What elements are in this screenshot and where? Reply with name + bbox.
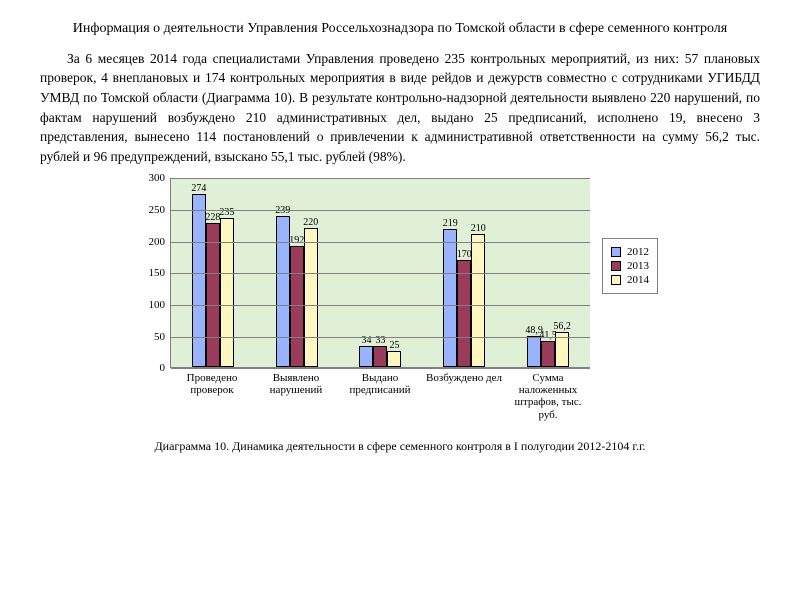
ytick-label: 200 xyxy=(149,236,172,248)
ytick-label: 150 xyxy=(149,267,172,279)
bar: 170 xyxy=(457,260,471,368)
bar-value-label: 210 xyxy=(471,223,486,235)
bar: 220 xyxy=(304,228,318,367)
gridline xyxy=(171,273,590,274)
xtick-label: Выдано предписаний xyxy=(338,372,422,420)
bar: 228 xyxy=(206,223,220,367)
gridline xyxy=(171,210,590,211)
body-paragraph: За 6 месяцев 2014 года специалистами Упр… xyxy=(40,49,760,166)
bar: 239 xyxy=(276,216,290,367)
legend-swatch xyxy=(611,247,621,257)
chart-legend: 2012 2013 2014 xyxy=(602,238,658,294)
bar-value-label: 170 xyxy=(457,249,472,261)
xtick-label: Проведено проверок xyxy=(170,372,254,420)
ytick-label: 300 xyxy=(149,172,172,184)
gridline xyxy=(171,305,590,306)
gridline xyxy=(171,178,590,179)
chart-xlabels: Проведено проверокВыявлено нарушенийВыда… xyxy=(170,372,590,420)
gridline xyxy=(171,368,590,369)
legend-label: 2014 xyxy=(627,274,649,286)
bar-value-label: 228 xyxy=(205,212,220,224)
ytick-label: 50 xyxy=(154,331,171,343)
bar-value-label: 56,2 xyxy=(553,321,571,333)
legend-item: 2013 xyxy=(611,259,649,273)
bar: 219 xyxy=(443,229,457,368)
gridline xyxy=(171,337,590,338)
bar-value-label: 274 xyxy=(191,183,206,195)
page: Информация о деятельности Управления Рос… xyxy=(0,0,800,464)
chart-area: 27422823523919222034332521917021048,941,… xyxy=(142,178,590,420)
bar-value-label: 219 xyxy=(443,218,458,230)
bar: 34 xyxy=(359,346,373,368)
bar: 25 xyxy=(387,351,401,367)
bar: 274 xyxy=(192,194,206,368)
xtick-label: Выявлено нарушений xyxy=(254,372,338,420)
xtick-label: Сумма наложенных штрафов, тыс. руб. xyxy=(506,372,590,420)
xtick-label: Возбуждено дел xyxy=(422,372,506,420)
legend-swatch xyxy=(611,261,621,271)
bar: 210 xyxy=(471,234,485,367)
legend-swatch xyxy=(611,275,621,285)
bar: 192 xyxy=(290,246,304,368)
ytick-label: 100 xyxy=(149,299,172,311)
legend-label: 2012 xyxy=(627,246,649,258)
gridline xyxy=(171,242,590,243)
bar: 33 xyxy=(373,346,387,367)
bar: 41,5 xyxy=(541,341,555,367)
bar-value-label: 25 xyxy=(389,340,399,352)
chart-caption: Диаграмма 10. Динамика деятельности в сф… xyxy=(40,439,760,454)
legend-item: 2012 xyxy=(611,245,649,259)
ytick-label: 250 xyxy=(149,204,172,216)
page-title: Информация о деятельности Управления Рос… xyxy=(40,20,760,39)
legend-label: 2013 xyxy=(627,260,649,272)
chart-plot: 27422823523919222034332521917021048,941,… xyxy=(170,178,590,368)
ytick-label: 0 xyxy=(160,362,172,374)
chart-wrap: 27422823523919222034332521917021048,941,… xyxy=(40,178,760,420)
legend-item: 2014 xyxy=(611,273,649,287)
bar-value-label: 220 xyxy=(303,217,318,229)
